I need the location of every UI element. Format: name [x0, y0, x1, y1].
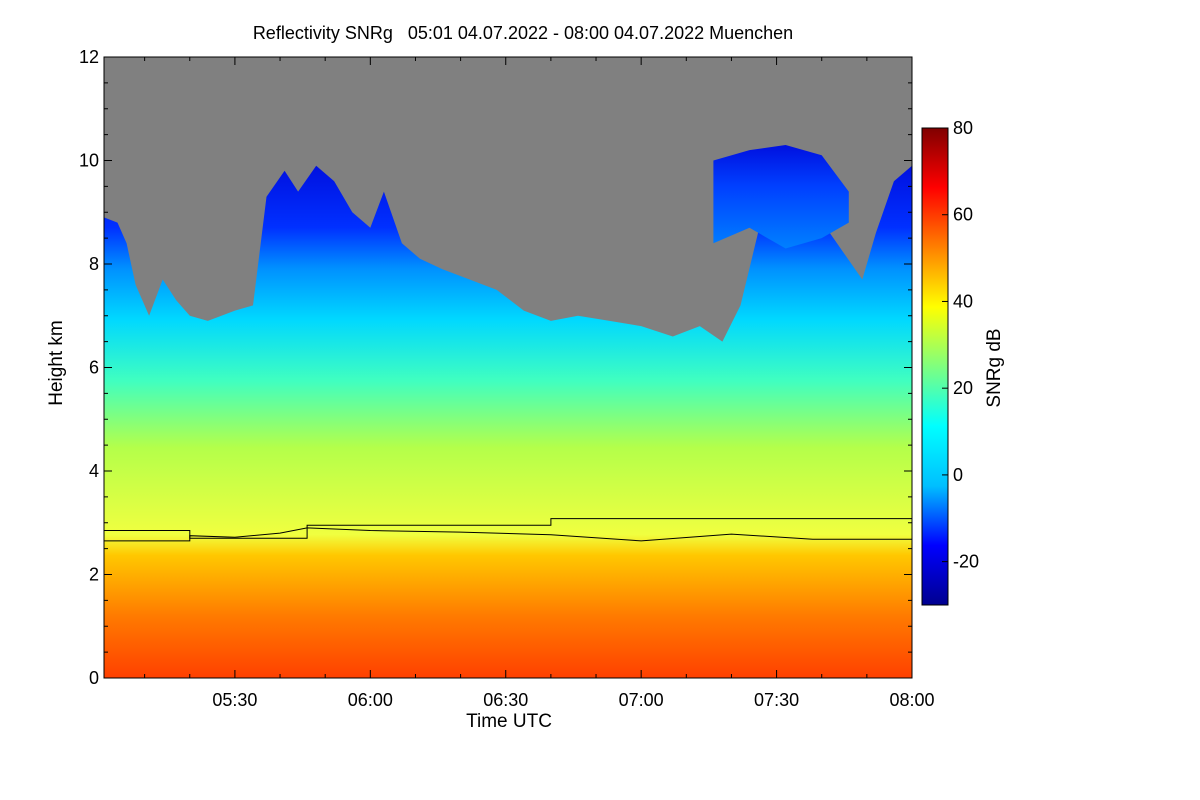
y-axis: 0 2 4 6 8 10 12 [79, 47, 912, 688]
x-tick-label: 05:30 [212, 690, 257, 710]
y-tick-label: 10 [79, 151, 99, 171]
colorbar: 80 60 40 20 0 -20 SNRg dB [921, 118, 1005, 606]
y-tick-label: 8 [89, 254, 99, 274]
x-tick-label: 07:30 [754, 690, 799, 710]
x-tick-label: 07:00 [619, 690, 664, 710]
colorbar-tick-label: 20 [953, 378, 973, 398]
y-tick-label: 4 [89, 461, 99, 481]
colorbar-label: SNRg dB [984, 328, 1005, 407]
colorbar-tick-label: -20 [953, 552, 979, 572]
x-axis-label: Time UTC [466, 711, 552, 732]
colorbar-tick-label: 60 [953, 205, 973, 225]
y-tick-label: 6 [89, 358, 99, 378]
colorbar-ticks: 80 60 40 20 0 -20 [942, 118, 979, 572]
x-tick-label: 06:00 [348, 690, 393, 710]
colorbar-tick-label: 80 [953, 118, 973, 138]
x-tick-label: 08:00 [889, 690, 934, 710]
x-tick-label: 06:30 [483, 690, 528, 710]
x-axis: 05:30 06:00 06:30 07:00 07:30 08:00 [144, 57, 935, 710]
y-tick-label: 2 [89, 565, 99, 585]
radar-echo-area [104, 165, 912, 678]
freezing-level-line [104, 518, 912, 539]
y-tick-label: 0 [89, 668, 99, 688]
y-axis-label: Height km [46, 320, 67, 406]
colorbar-tick-label: 0 [953, 465, 963, 485]
plot-area [104, 57, 912, 678]
chart-title: Reflectivity SNRg 05:01 04.07.2022 - 08:… [253, 23, 793, 43]
colorbar-tick-label: 40 [953, 291, 973, 311]
upper-cloud-layer [713, 145, 849, 249]
melting-layer-line [104, 527, 912, 542]
colorbar-gradient [921, 127, 949, 606]
y-tick-label: 12 [79, 47, 99, 67]
